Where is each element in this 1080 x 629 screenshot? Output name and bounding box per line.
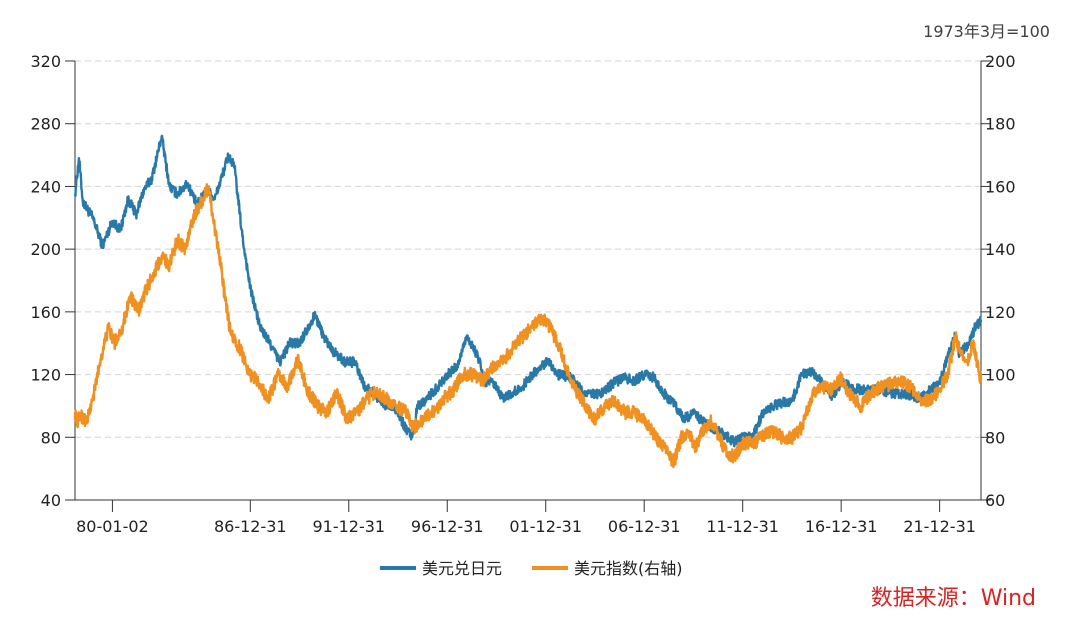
legend-item: 美元指数(右轴) <box>532 559 683 578</box>
series-lines <box>73 134 983 469</box>
x-tick-label: 80-01-02 <box>76 517 149 536</box>
x-tick-label: 21-12-31 <box>903 517 976 536</box>
right-tick-label: 100 <box>985 366 1016 385</box>
x-tick-label: 91-12-31 <box>312 517 385 536</box>
legend-item: 美元兑日元 <box>380 559 502 578</box>
right-tick-label: 200 <box>985 52 1016 71</box>
x-tick-label: 11-12-31 <box>706 517 779 536</box>
axes: 40 80 120 160 200 240 280 320 60 80 100 120 140 160 18… <box>30 52 1015 536</box>
left-tick-label: 240 <box>30 177 61 196</box>
x-tick-label: 06-12-31 <box>608 517 681 536</box>
right-tick-label: 60 <box>985 491 1005 510</box>
left-tick-label: 80 <box>41 428 61 447</box>
series-line-usd-jpy <box>73 134 983 448</box>
right-tick-label: 120 <box>985 303 1016 322</box>
gridlines <box>75 60 981 501</box>
left-tick-label: 160 <box>30 303 61 322</box>
x-tick-label: 86-12-31 <box>214 517 287 536</box>
legend-label: 美元指数(右轴) <box>574 559 683 578</box>
left-tick-label: 40 <box>41 491 61 510</box>
right-tick-label: 80 <box>985 428 1005 447</box>
right-tick-label: 180 <box>985 115 1016 134</box>
series-line-dollar-index <box>73 182 983 469</box>
right-tick-label: 140 <box>985 240 1016 259</box>
left-tick-label: 120 <box>30 366 61 385</box>
x-tick-label: 16-12-31 <box>805 517 878 536</box>
x-tick-label: 96-12-31 <box>411 517 484 536</box>
index-base-note: 1973年3月=100 <box>923 22 1050 41</box>
legend-label: 美元兑日元 <box>422 559 502 578</box>
x-tick-label: 01-12-31 <box>509 517 582 536</box>
left-tick-label: 200 <box>30 240 61 259</box>
left-tick-label: 280 <box>30 115 61 134</box>
data-source: 数据来源：Wind <box>870 586 1036 611</box>
legend: 美元兑日元 美元指数(右轴) <box>380 559 683 578</box>
left-tick-label: 320 <box>30 52 61 71</box>
right-tick-label: 160 <box>985 177 1016 196</box>
